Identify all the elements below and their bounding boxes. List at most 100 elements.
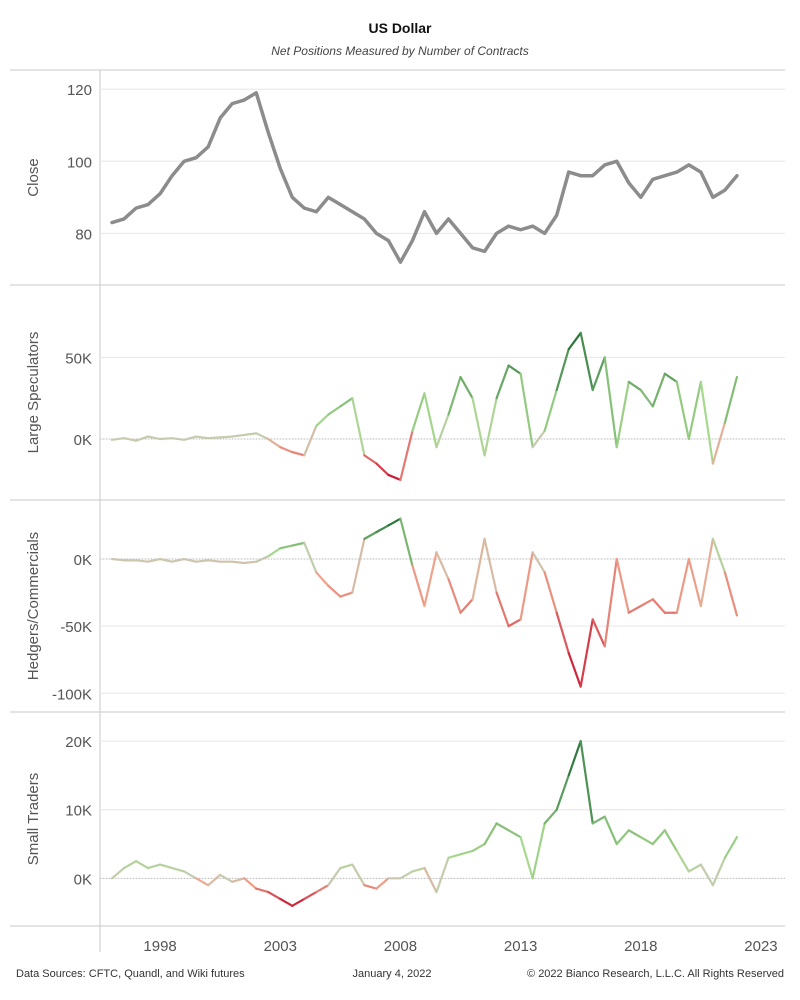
y-tick-label: -100K [52,686,92,703]
series-segment [231,433,246,438]
series-segment [279,897,294,907]
y-tick-label: 0K [74,432,92,449]
series-segment [447,853,462,859]
series-segment [255,555,270,563]
series-segment [531,429,546,449]
series-segment [363,884,378,890]
panel-3: 20K 10K 0K Small Traders [10,711,785,907]
panel-0: 120 100 80 Close [10,69,785,264]
series-segment [110,437,126,441]
series-segment [158,557,174,563]
y-axis-title: Close [25,158,42,196]
series-segment [375,877,390,890]
series-segment [231,877,246,883]
series-segment [351,537,366,594]
series-segment [195,435,210,440]
series-segment [279,446,294,454]
series-segment [399,870,414,880]
series-segment [639,388,654,408]
series-segment [723,571,739,617]
series-segment [351,397,366,457]
series-segment [543,388,558,432]
series-segment [327,866,342,887]
series-segment [519,836,534,880]
series-segment [387,517,402,527]
series-segment [567,331,582,351]
series-segment [158,437,174,441]
data-sources-note: Data Sources: CFTC, Quandl, and Wiki fut… [16,968,245,980]
series-segment [483,537,498,594]
series-segment [615,557,630,614]
series-segment [411,392,426,432]
series-segment [171,866,186,873]
series-segment [339,591,354,598]
series-segment [375,524,390,534]
series-segment [243,432,258,437]
series-segment [483,397,498,457]
series-segment [615,380,630,449]
series-segment [495,822,510,832]
series-segment [447,578,462,614]
series-segment [531,551,546,574]
series-segment [531,822,546,880]
series-segment [243,560,258,565]
y-tick-label: 0K [74,552,92,569]
series-segment [291,897,306,907]
series-segment [110,866,126,880]
series-segment [603,557,618,648]
y-axis-title: Small Traders [25,773,42,866]
series-segment [435,856,450,894]
series-segment [351,863,366,887]
series-segment [171,557,186,563]
series-segment [459,598,474,614]
series-segment [231,560,246,565]
series-segment [183,870,198,880]
series-segment [723,836,739,859]
series-segment [687,863,702,873]
series-segment [627,604,642,614]
series-segment [146,557,162,563]
x-tick-label: 2008 [384,938,417,955]
y-tick-label: 80 [75,226,92,243]
series-segment [639,836,654,846]
series-segment [303,424,318,457]
series-segment [555,774,570,811]
series-segment [411,564,426,608]
panel-1: 50K 0K Large Speculators [10,284,785,481]
series-segment [591,815,606,825]
series-segment [219,873,234,883]
y-axis-title: Large Speculators [25,332,42,454]
series-segment [591,618,606,648]
series-segment [255,887,270,894]
series-segment [122,860,138,870]
series-segment [675,557,690,614]
series-segment [315,884,330,894]
series-segment [158,863,174,870]
series-segment [459,849,474,856]
series-segment [303,890,318,901]
series-segment [519,551,534,621]
series-segment [423,551,438,608]
series-segment [134,860,150,870]
chart-title: US Dollar [368,20,432,36]
series-segment [195,877,210,887]
x-tick-label: 2013 [504,938,537,955]
series-segment [603,356,618,449]
report-date: January 4, 2022 [352,968,432,980]
series-segment [579,618,594,688]
series-segment [663,829,678,852]
series-segment [543,808,558,825]
y-axis-title: Hedgers/Commercials [25,532,42,680]
series-segment [363,454,378,465]
y-tick-label: 20K [65,734,92,751]
x-tick-label: 2018 [624,938,657,955]
y-tick-label: 0K [74,871,92,888]
series-segment [615,829,630,846]
series-segment [603,815,618,846]
series-segment [675,849,690,873]
copyright-note: © 2022 Bianco Research, L.L.C. All Right… [527,968,784,980]
series-segment [711,421,727,465]
series-segment [411,866,426,873]
series-segment [171,437,186,441]
series-segment [303,541,318,574]
